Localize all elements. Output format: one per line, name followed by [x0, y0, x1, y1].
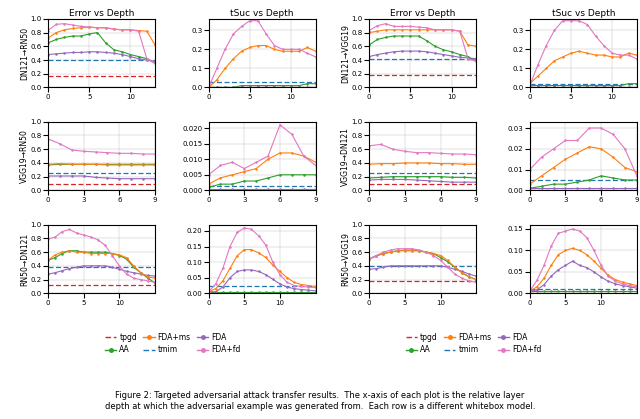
Y-axis label: DN121→RN50: DN121→RN50 — [20, 26, 29, 80]
Title: Error vs Depth: Error vs Depth — [69, 9, 134, 18]
Y-axis label: VGG19→RN50: VGG19→RN50 — [20, 129, 29, 183]
Legend: tpgd, AA, FDA+ms, tmim, FDA, FDA+fd: tpgd, AA, FDA+ms, tmim, FDA, FDA+fd — [105, 333, 241, 354]
Y-axis label: DN121→VGG19: DN121→VGG19 — [341, 24, 350, 83]
Title: tSuc vs Depth: tSuc vs Depth — [552, 9, 615, 18]
Y-axis label: RN50→VGG19: RN50→VGG19 — [341, 232, 350, 286]
Text: Figure 2: Targeted adversarial attack transfer results.  The x-axis of each plot: Figure 2: Targeted adversarial attack tr… — [105, 391, 535, 411]
Title: Error vs Depth: Error vs Depth — [390, 9, 456, 18]
Y-axis label: VGG19→DN121: VGG19→DN121 — [341, 127, 350, 186]
Legend: tpgd, AA, FDA+ms, tmim, FDA, FDA+fd: tpgd, AA, FDA+ms, tmim, FDA, FDA+fd — [406, 333, 541, 354]
Title: tSuc vs Depth: tSuc vs Depth — [230, 9, 294, 18]
Y-axis label: RN50→DN121: RN50→DN121 — [20, 233, 29, 286]
